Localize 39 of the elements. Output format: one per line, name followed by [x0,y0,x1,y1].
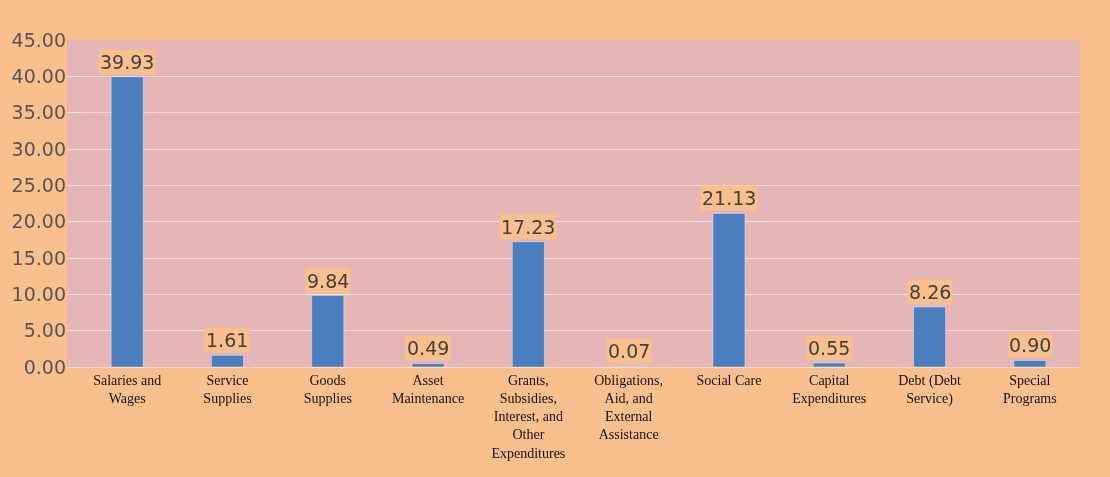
x-tick-label: Capital Expenditures [792,372,867,406]
data-label: 0.90 [1009,334,1052,356]
data-label: 0.55 [808,337,851,359]
data-label: 1.61 [206,329,249,351]
bar [512,241,545,367]
y-tick-label: 30.00 [11,137,66,160]
x-tick-label: Grants, Subsidies, Interest, and Other Expenditures [491,372,566,461]
x-tick-label: Goods Supplies [303,372,352,406]
bar [211,355,244,367]
data-label: 17.23 [501,216,556,238]
x-tick-label: Special Programs [1003,372,1057,406]
x-tick-label: Service Supplies [203,372,252,406]
x-tick-label: Salaries and Wages [93,372,162,406]
y-tick-label: 0.00 [23,355,66,378]
bar [1013,360,1047,367]
data-label: 39.93 [100,51,155,73]
data-label: 21.13 [702,187,757,209]
y-tick-label: 5.00 [23,319,66,342]
y-tick-label: 15.00 [11,246,66,269]
bar [712,213,746,367]
x-tick-label: Social Care [696,372,762,388]
bar [913,306,946,367]
data-label: 0.49 [407,337,450,359]
data-label: 8.26 [909,281,952,303]
y-tick-label: 20.00 [11,210,66,233]
bar [812,362,846,367]
x-tick-label: Debt (Debt Service) [898,372,961,407]
bar [311,295,345,367]
data-label: 0.07 [608,340,651,362]
x-tick-label: Obligations, Aid, and External Assistance [594,372,664,443]
y-tick-label: 10.00 [11,282,66,305]
y-tick-label: 45.00 [11,28,66,51]
data-label: 9.84 [307,270,350,292]
bar [110,76,144,367]
y-tick-label: 25.00 [11,173,66,196]
x-tick-label: Asset Maintenance [391,372,465,406]
y-tick-label: 40.00 [11,64,66,87]
y-tick-label: 35.00 [11,101,66,124]
bar [411,363,445,367]
